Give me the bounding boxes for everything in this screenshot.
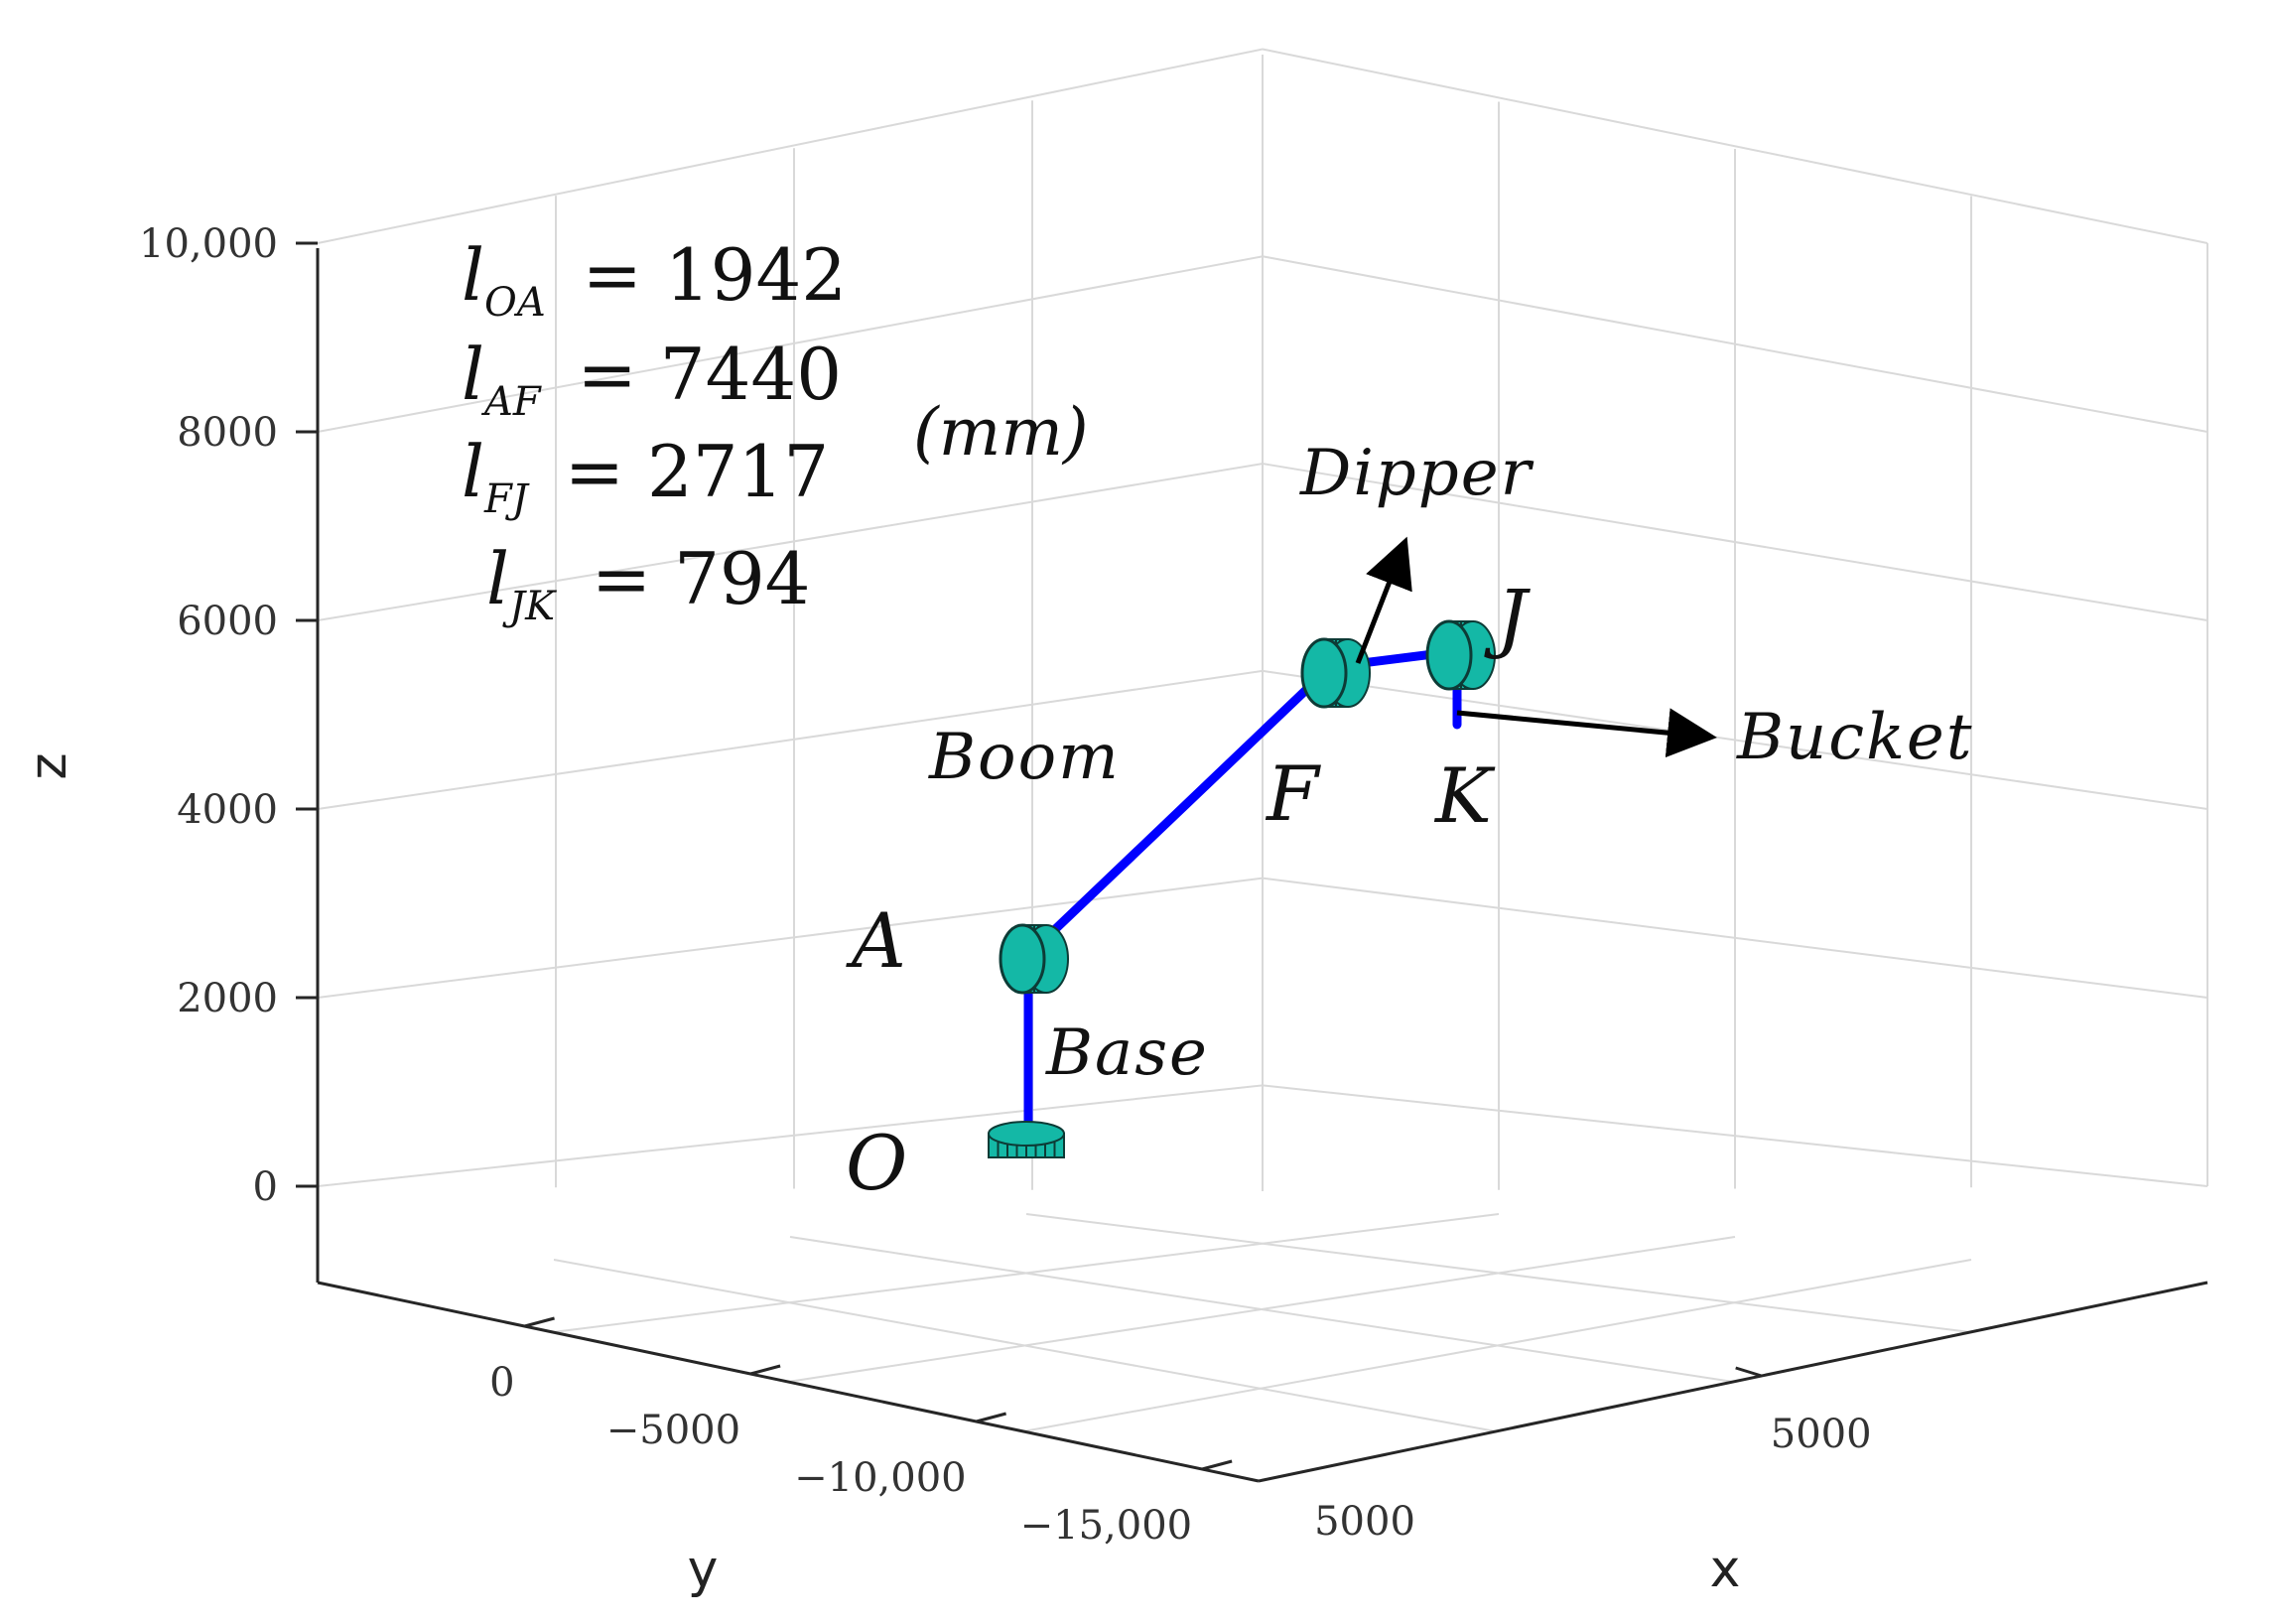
point-label-k: K xyxy=(1433,751,1496,840)
joint-a xyxy=(999,923,1069,995)
y-tick-label-0: 0 xyxy=(489,1360,514,1406)
y-tick-label-1: −5000 xyxy=(606,1408,740,1453)
x-axis-label: x xyxy=(1710,1540,1741,1599)
z-grid-left-5 xyxy=(317,48,1264,244)
y-axis-line xyxy=(317,1281,1260,1483)
link-label-dipper: Dipper xyxy=(1299,437,1535,510)
joint-o xyxy=(988,1121,1065,1158)
link-direction-arrows xyxy=(1355,536,1717,758)
z-tick-label-0: 0 xyxy=(253,1164,278,1210)
x-tick-0 xyxy=(1735,1366,1763,1378)
z-tick-label-5: 10,000 xyxy=(139,221,278,267)
x-tick-label-front: 5000 xyxy=(1314,1499,1415,1545)
z-grid-left-0 xyxy=(317,1084,1264,1187)
floor-grid-x-3 xyxy=(1025,1213,1971,1333)
y-tick-label-3: −15,000 xyxy=(1020,1503,1192,1549)
length-unit: (mm) xyxy=(913,394,1089,471)
floor-grid-x-2 xyxy=(789,1236,1734,1383)
z-tick-label-3: 6000 xyxy=(177,599,278,644)
y-axis-label: y xyxy=(688,1540,719,1599)
y-tick-label-2: −10,000 xyxy=(794,1455,966,1501)
z-tick-label-1: 2000 xyxy=(177,976,278,1021)
z-tick-label-2: 4000 xyxy=(177,787,278,833)
z-tick-label-4: 8000 xyxy=(177,410,278,456)
point-label-o: O xyxy=(846,1119,907,1207)
dipper-arrow xyxy=(1355,536,1412,664)
grid-lines xyxy=(317,48,2208,1432)
floor-grid-x-1 xyxy=(553,1259,1497,1432)
bucket-arrow xyxy=(1456,708,1717,758)
excavator-joints xyxy=(988,619,1496,1158)
link-label-bucket: Bucket xyxy=(1736,701,1973,774)
x-tick-label-0: 5000 xyxy=(1771,1412,1872,1457)
length-af: lAF = 7440 xyxy=(462,333,842,425)
length-oa: lOA = 1942 xyxy=(462,233,847,326)
z-axis-label: z xyxy=(19,752,78,779)
z-grid-left-2 xyxy=(317,669,1264,810)
z-grid-left-1 xyxy=(317,877,1264,999)
point-label-f: F xyxy=(1265,749,1321,838)
link-label-base: Base xyxy=(1045,1016,1209,1090)
joint-f xyxy=(1300,637,1371,709)
length-fj: lFJ = 2717 xyxy=(462,430,829,522)
tick-labels: 0 2000 4000 6000 8000 10,000 0 −5000 −10,000 −15,… xyxy=(139,221,1872,1549)
z-grid-right-5 xyxy=(1262,48,2208,244)
x-axis-line xyxy=(1258,1281,2208,1483)
link-boom xyxy=(1023,662,1335,960)
y-tick-2 xyxy=(976,1412,1006,1423)
joint-j xyxy=(1425,619,1496,691)
y-tick-3 xyxy=(1201,1459,1233,1471)
z-grid-left-3 xyxy=(317,463,1264,621)
length-jk: lJK = 794 xyxy=(486,537,811,629)
y-tick-0 xyxy=(524,1316,555,1328)
y-tick-1 xyxy=(749,1364,781,1376)
z-grid-left-4 xyxy=(317,255,1264,433)
link-label-boom: Boom xyxy=(928,721,1121,794)
point-label-a: A xyxy=(846,896,906,985)
axes-frame xyxy=(296,241,2208,1483)
